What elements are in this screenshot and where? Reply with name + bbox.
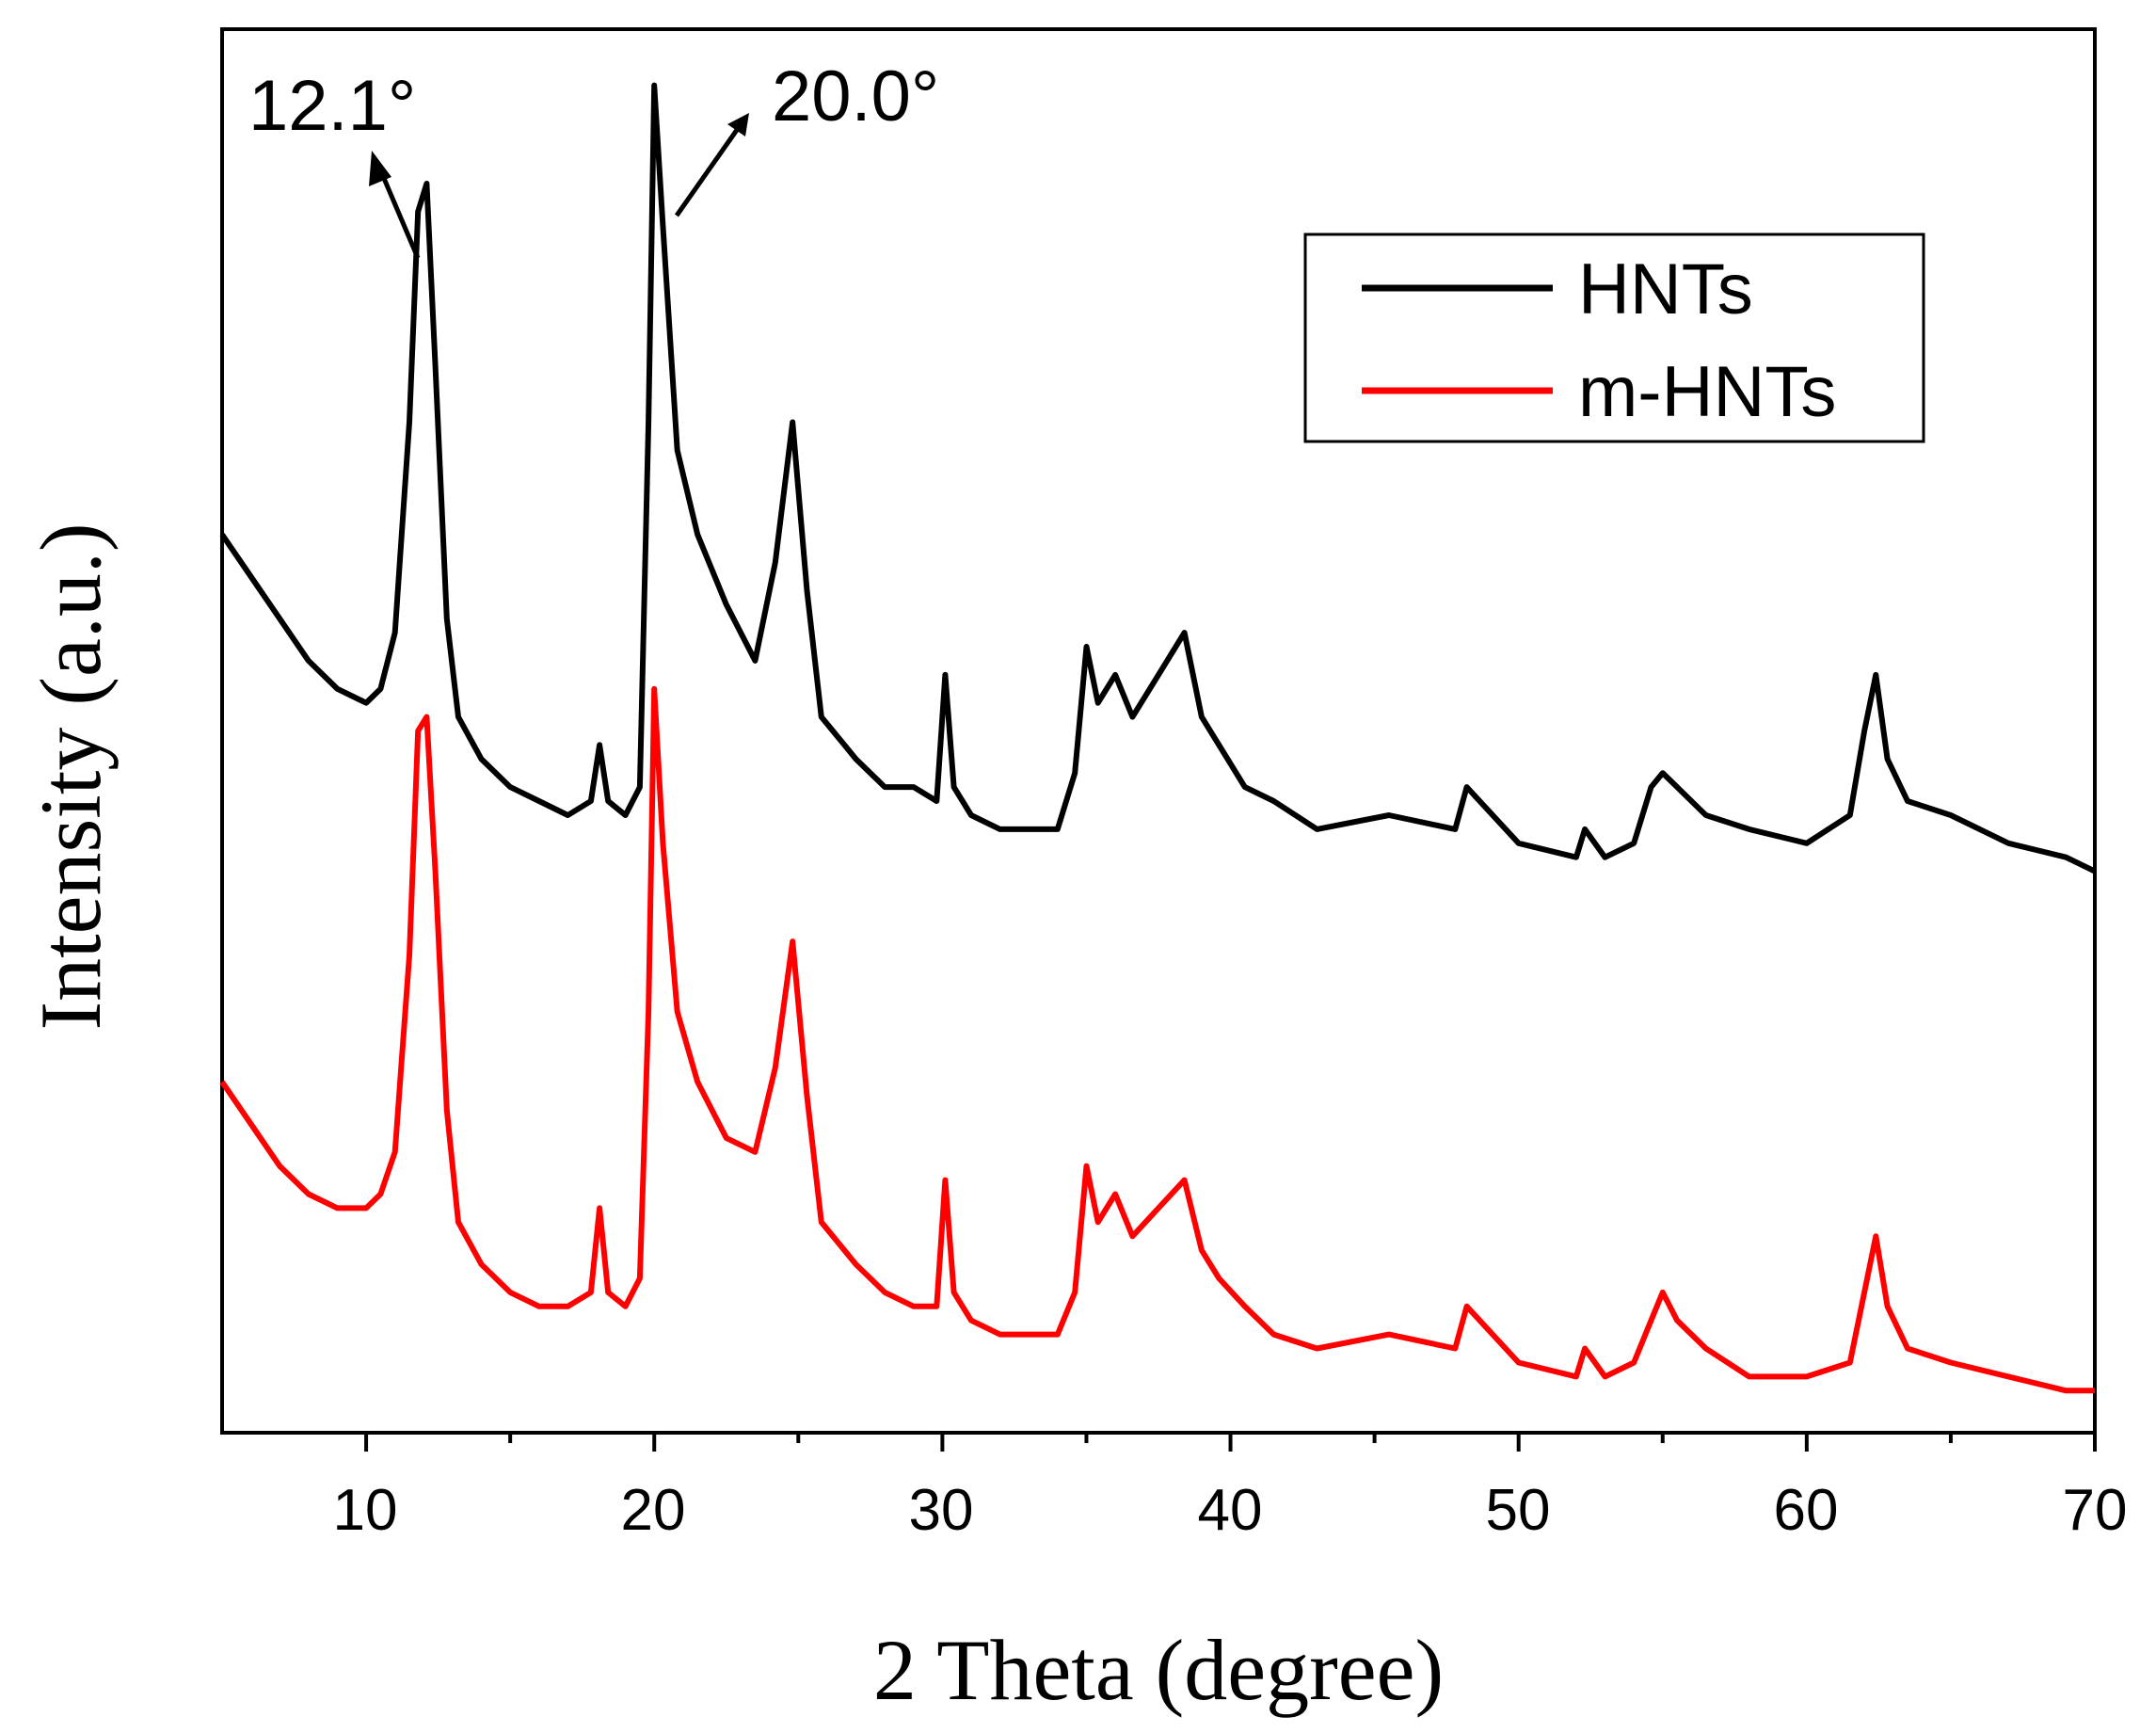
x-tick-label: 30 — [909, 1478, 974, 1543]
series-layer — [219, 82, 2097, 1394]
annotation-arrow-line — [674, 128, 740, 217]
x-tick-label: 50 — [1486, 1478, 1551, 1543]
annotation-label: 20.0° — [772, 56, 939, 136]
annotation-arrowhead — [727, 113, 749, 136]
x-axis-title: 2 Theta (degree) — [873, 1622, 1444, 1718]
x-axis-tick-labels: 10 20 30 40 50 60 70 — [333, 1478, 2128, 1543]
annotation-label: 12.1° — [248, 66, 416, 146]
plot-frame — [220, 27, 2097, 1435]
annotation-20-0: 20.0° — [674, 56, 939, 217]
legend-label-hnts: HNTs — [1578, 249, 1753, 329]
x-tick-label: 60 — [1774, 1478, 1839, 1543]
legend-box — [1303, 233, 1925, 443]
x-tick-label: 40 — [1198, 1478, 1263, 1543]
plot-area — [219, 27, 2097, 1452]
legend-label-m-hnts: m-HNTs — [1578, 352, 1836, 432]
annotation-arrow-line — [377, 168, 421, 259]
series-line-hnts — [219, 82, 2097, 875]
annotation-12-1: 12.1° — [248, 66, 421, 259]
x-tick-label: 70 — [2063, 1478, 2128, 1543]
series-line-m-hnts — [219, 685, 2095, 1394]
x-tick-label: 10 — [333, 1478, 398, 1543]
x-axis-ticks — [364, 1433, 2097, 1452]
x-tick-label: 20 — [621, 1478, 686, 1543]
y-axis-title: Intensity (a.u.) — [23, 522, 119, 1030]
annotation-arrowhead — [369, 151, 391, 186]
legend: HNTs m-HNTs — [1303, 233, 1925, 443]
